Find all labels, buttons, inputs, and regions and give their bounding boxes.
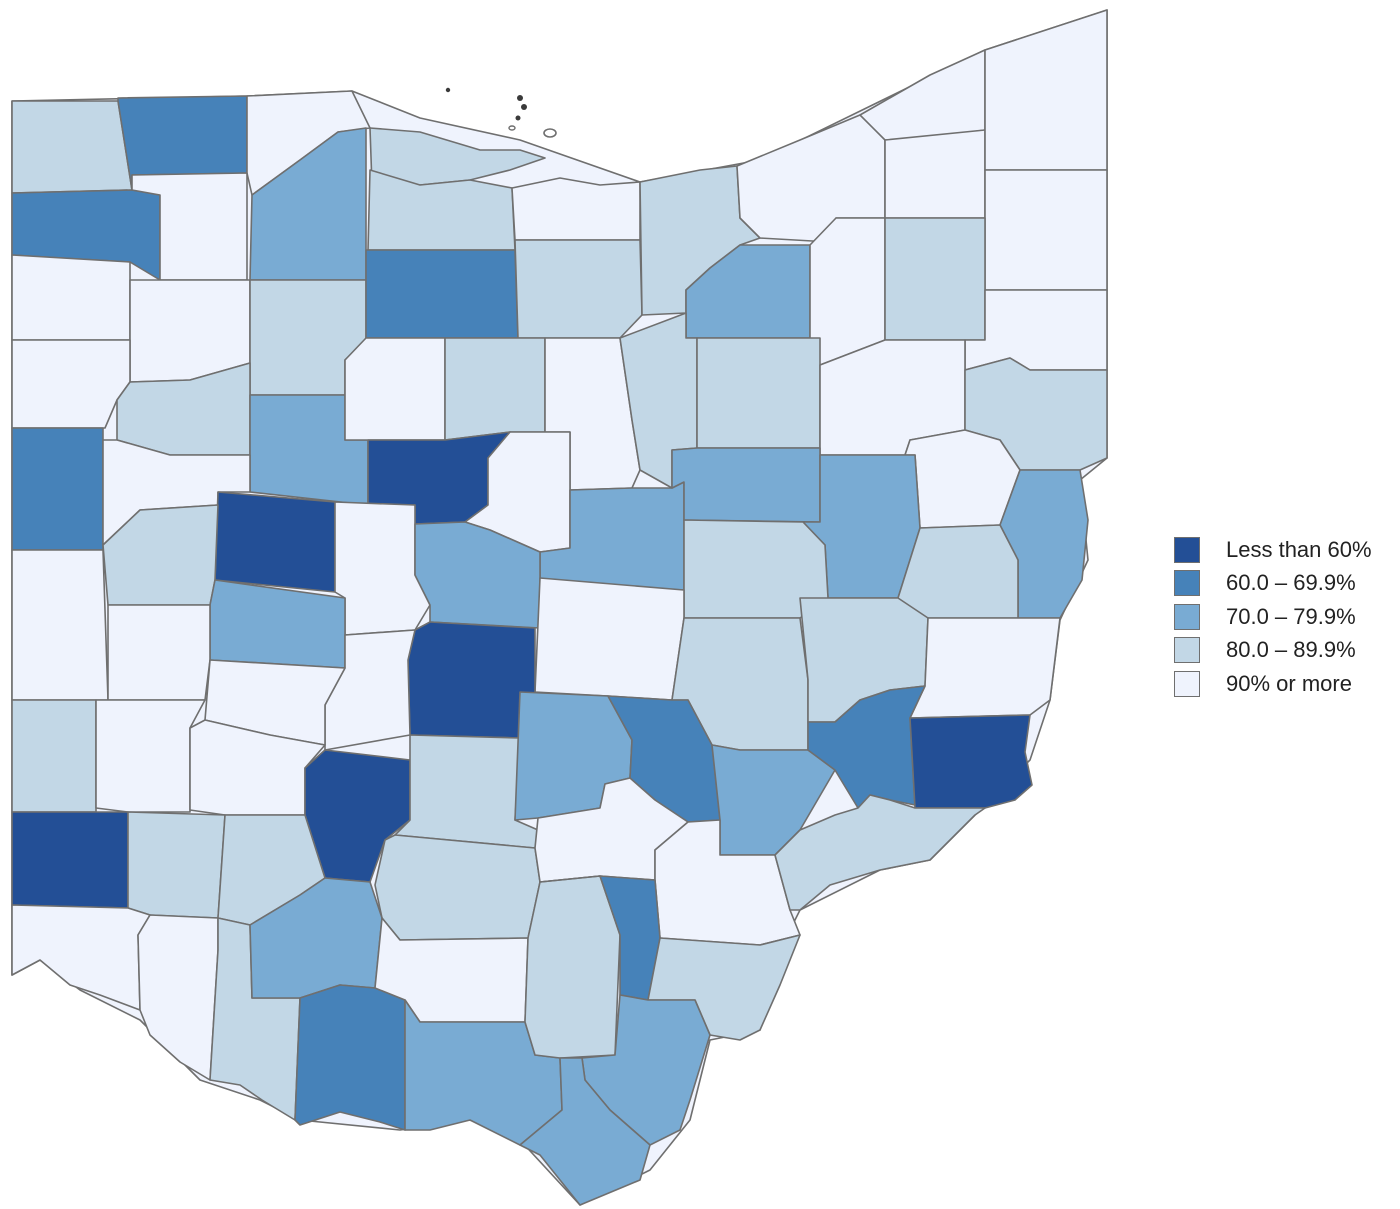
county-portage	[884, 217, 986, 341]
county-franklin	[407, 621, 536, 739]
county-geauga	[884, 129, 986, 219]
county-gallia	[581, 994, 711, 1146]
county-jackson	[524, 875, 621, 1059]
legend-label: 60.0 – 69.9%	[1226, 570, 1356, 596]
county-licking	[534, 577, 685, 701]
county-wyandot	[344, 337, 446, 441]
county-washington	[774, 794, 986, 911]
county-mercer	[11, 427, 104, 551]
legend-item: 60.0 – 69.9%	[1174, 567, 1372, 601]
legend-label: Less than 60%	[1226, 536, 1372, 562]
county-mahoning	[964, 289, 1108, 371]
county-wayne	[696, 337, 821, 449]
legend-item: 70.0 – 79.9%	[1174, 600, 1372, 634]
legend-swatch	[1174, 570, 1200, 597]
legend-item: 90% or more	[1174, 667, 1372, 701]
county-darke	[11, 549, 109, 701]
county-monroe	[909, 714, 1033, 809]
lake-erie-island	[515, 115, 521, 121]
county-seneca	[365, 249, 519, 339]
county-trumbull	[984, 169, 1108, 291]
legend-swatch	[1174, 637, 1200, 664]
county-warren	[127, 811, 226, 919]
county-lake	[859, 49, 986, 141]
lake-erie-island	[517, 95, 523, 101]
legend-swatch	[1174, 670, 1200, 697]
county-harrison	[897, 524, 1019, 619]
lake-erie-island	[543, 128, 557, 138]
county-adams	[294, 984, 406, 1131]
county-huron	[514, 239, 643, 339]
county-ashtabula	[984, 9, 1108, 171]
county-montgomery	[95, 699, 206, 813]
lake-erie-island	[521, 104, 527, 110]
county-crawford	[444, 337, 546, 441]
legend-swatch	[1174, 603, 1200, 630]
legend-item: Less than 60%	[1174, 533, 1372, 567]
county-carroll	[904, 429, 1021, 529]
county-belmont	[909, 617, 1061, 719]
county-hamilton	[11, 904, 151, 1011]
county-lawrence	[519, 1057, 651, 1206]
legend-label: 90% or more	[1226, 670, 1352, 696]
county-logan	[214, 491, 336, 593]
map-legend: Less than 60% 60.0 – 69.9% 70.0 – 79.9% …	[1174, 533, 1372, 701]
county-butler	[11, 811, 129, 909]
county-ross	[374, 834, 541, 941]
county-summit	[809, 217, 886, 366]
county-erie	[511, 177, 641, 241]
legend-label: 80.0 – 89.9%	[1226, 637, 1356, 663]
legend-label: 70.0 – 79.9%	[1226, 603, 1356, 629]
county-preble	[11, 699, 97, 813]
legend-item: 80.0 – 89.9%	[1174, 634, 1372, 668]
lake-erie-island	[445, 87, 451, 93]
legend-swatch	[1174, 536, 1200, 563]
county-williams	[11, 100, 133, 194]
county-clermont	[137, 914, 219, 1081]
county-putnam	[129, 279, 251, 383]
county-miami	[107, 604, 211, 701]
lake-erie-island	[508, 125, 516, 131]
county-holmes	[671, 447, 821, 523]
county-paulding	[11, 254, 131, 341]
